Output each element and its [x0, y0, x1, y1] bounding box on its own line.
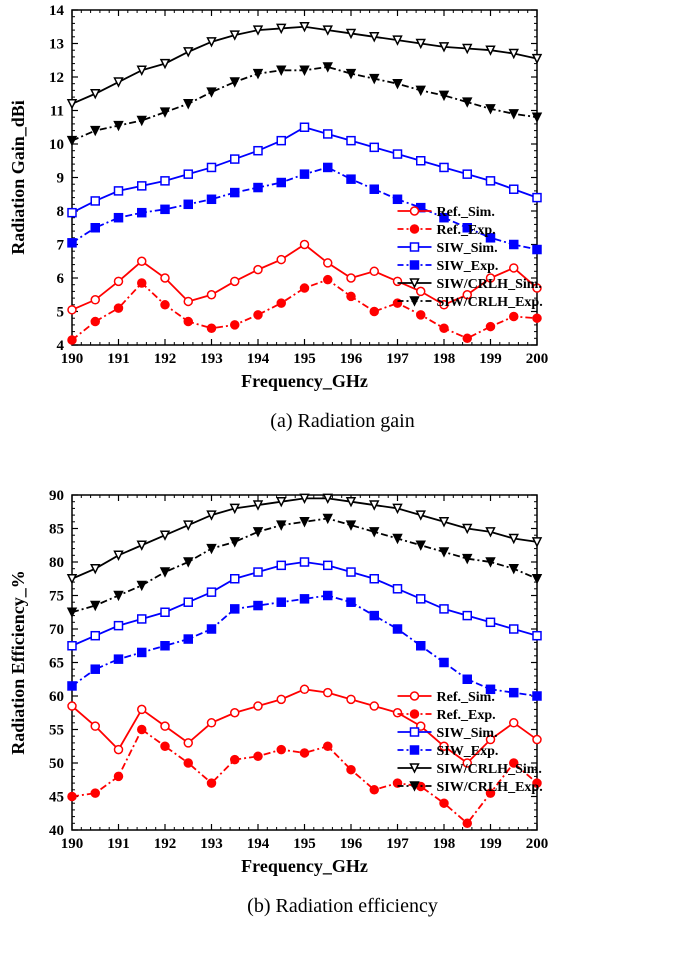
svg-text:191: 191 [107, 836, 130, 852]
svg-text:80: 80 [49, 555, 64, 571]
svg-text:SIW/CRLH_Sim.: SIW/CRLH_Sim. [437, 277, 542, 292]
svg-text:Ref._Exp.: Ref._Exp. [437, 223, 496, 238]
svg-text:11: 11 [50, 104, 64, 120]
svg-text:14: 14 [49, 3, 65, 19]
panel-a: 190 191 192 193 194 195 196 197 198 199 200 4 5 6 7 8 9 1… [0, 0, 685, 440]
svg-text:9: 9 [57, 171, 65, 187]
svg-text:198: 198 [433, 351, 456, 367]
svg-text:193: 193 [200, 351, 223, 367]
svg-text:10: 10 [49, 137, 64, 153]
svg-text:192: 192 [154, 836, 177, 852]
svg-text:55: 55 [49, 723, 64, 739]
svg-text:199: 199 [479, 351, 502, 367]
svg-text:70: 70 [49, 622, 64, 638]
svg-text:190: 190 [61, 351, 84, 367]
caption-a: (a) Radiation gain [0, 410, 685, 433]
svg-text:SIW_Sim.: SIW_Sim. [437, 726, 498, 741]
chart-b-svg: 190 191 192 193 194 195 196 197 198 199 200 40 45 50 5… [0, 485, 685, 890]
svg-text:SIW/CRLH_Exp.: SIW/CRLH_Exp. [437, 780, 543, 795]
svg-text:60: 60 [49, 689, 64, 705]
svg-text:Ref._Sim.: Ref._Sim. [437, 690, 495, 705]
svg-text:5: 5 [57, 305, 65, 321]
svg-text:4: 4 [57, 338, 65, 354]
svg-text:Ref._Sim.: Ref._Sim. [437, 205, 495, 220]
svg-text:196: 196 [340, 351, 363, 367]
svg-text:SIW/CRLH_Sim.: SIW/CRLH_Sim. [437, 762, 542, 777]
svg-text:193: 193 [200, 836, 223, 852]
svg-text:75: 75 [49, 589, 64, 605]
svg-text:197: 197 [386, 836, 409, 852]
svg-text:199: 199 [479, 836, 502, 852]
panel-b: 190 191 192 193 194 195 196 197 198 199 200 40 45 50 5… [0, 485, 685, 925]
svg-text:194: 194 [247, 351, 270, 367]
svg-text:13: 13 [49, 37, 64, 53]
chart-a-svg: 190 191 192 193 194 195 196 197 198 199 200 4 5 6 7 8 9 1… [0, 0, 685, 405]
svg-text:Frequency_GHz: Frequency_GHz [241, 856, 368, 876]
svg-text:Ref._Exp.: Ref._Exp. [437, 708, 496, 723]
svg-text:90: 90 [49, 488, 64, 504]
svg-text:200: 200 [526, 836, 549, 852]
svg-text:8: 8 [57, 204, 65, 220]
svg-text:Frequency_GHz: Frequency_GHz [241, 371, 368, 391]
svg-text:SIW/CRLH_Exp.: SIW/CRLH_Exp. [437, 295, 543, 310]
svg-text:195: 195 [293, 351, 316, 367]
svg-text:Radiation Efficiency_%: Radiation Efficiency_% [8, 570, 28, 755]
svg-text:45: 45 [49, 790, 64, 806]
svg-text:198: 198 [433, 836, 456, 852]
svg-text:12: 12 [49, 70, 64, 86]
svg-text:SIW_Exp.: SIW_Exp. [437, 744, 499, 759]
caption-b: (b) Radiation efficiency [0, 895, 685, 918]
svg-text:192: 192 [154, 351, 177, 367]
svg-text:40: 40 [49, 823, 64, 839]
svg-text:195: 195 [293, 836, 316, 852]
svg-text:SIW_Exp.: SIW_Exp. [437, 259, 499, 274]
svg-text:Radiation Gain_dBi: Radiation Gain_dBi [8, 100, 28, 255]
figure-page: 1901911921931941951961971981992004567891… [0, 0, 685, 973]
svg-text:200: 200 [526, 351, 549, 367]
svg-text:65: 65 [49, 656, 64, 672]
svg-text:190: 190 [61, 836, 84, 852]
svg-text:6: 6 [57, 271, 65, 287]
svg-text:197: 197 [386, 351, 409, 367]
svg-text:7: 7 [57, 238, 65, 254]
svg-text:191: 191 [107, 351, 130, 367]
svg-text:SIW_Sim.: SIW_Sim. [437, 241, 498, 256]
svg-text:196: 196 [340, 836, 363, 852]
svg-text:85: 85 [49, 522, 64, 538]
svg-text:50: 50 [49, 756, 64, 772]
svg-text:194: 194 [247, 836, 270, 852]
